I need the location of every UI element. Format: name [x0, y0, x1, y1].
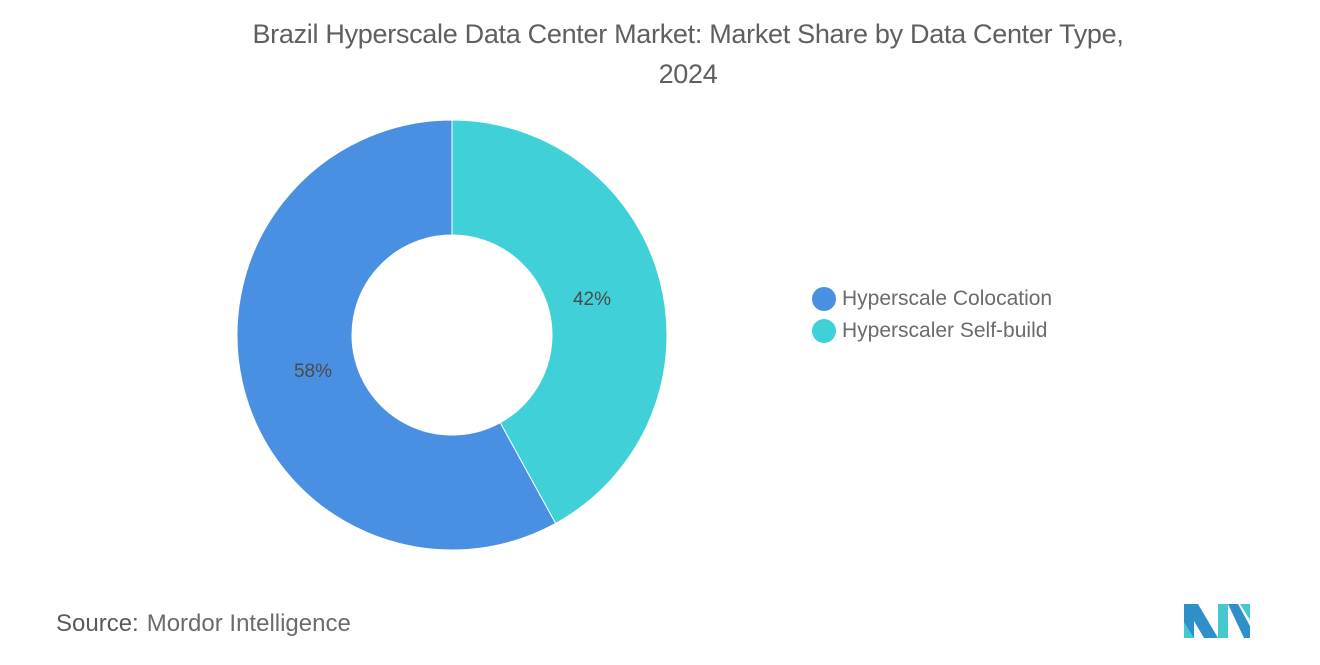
chart-title: Brazil Hyperscale Data Center Market: Ma…: [0, 14, 1320, 94]
chart-title-line1: Brazil Hyperscale Data Center Market: Ma…: [252, 19, 1124, 49]
slice-label-colocation: 58%: [294, 361, 332, 382]
legend-label: Hyperscaler Self-build: [842, 319, 1048, 342]
legend-label: Hyperscale Colocation: [842, 287, 1053, 310]
legend-item-selfbuild[interactable]: Hyperscaler Self-build: [812, 315, 1052, 347]
legend-swatch-selfbuild-icon: [812, 319, 836, 343]
legend-swatch-colocation-icon: [812, 287, 836, 311]
slice-selfbuild[interactable]: [451, 119, 668, 525]
mordor-logo-icon: [1184, 604, 1250, 638]
legend: Hyperscale Colocation Hyperscaler Self-b…: [812, 283, 1052, 347]
donut-slices: [236, 119, 668, 551]
source-label: Source:: [56, 610, 139, 637]
slice-label-selfbuild: 42%: [573, 289, 611, 310]
chart-title-line2: 2024: [658, 59, 718, 89]
legend-item-colocation[interactable]: Hyperscale Colocation: [812, 283, 1052, 315]
source-value: Mordor Intelligence: [146, 610, 351, 637]
slice-colocation[interactable]: [236, 119, 557, 551]
source-note: Source: Mordor Intelligence: [56, 610, 351, 638]
